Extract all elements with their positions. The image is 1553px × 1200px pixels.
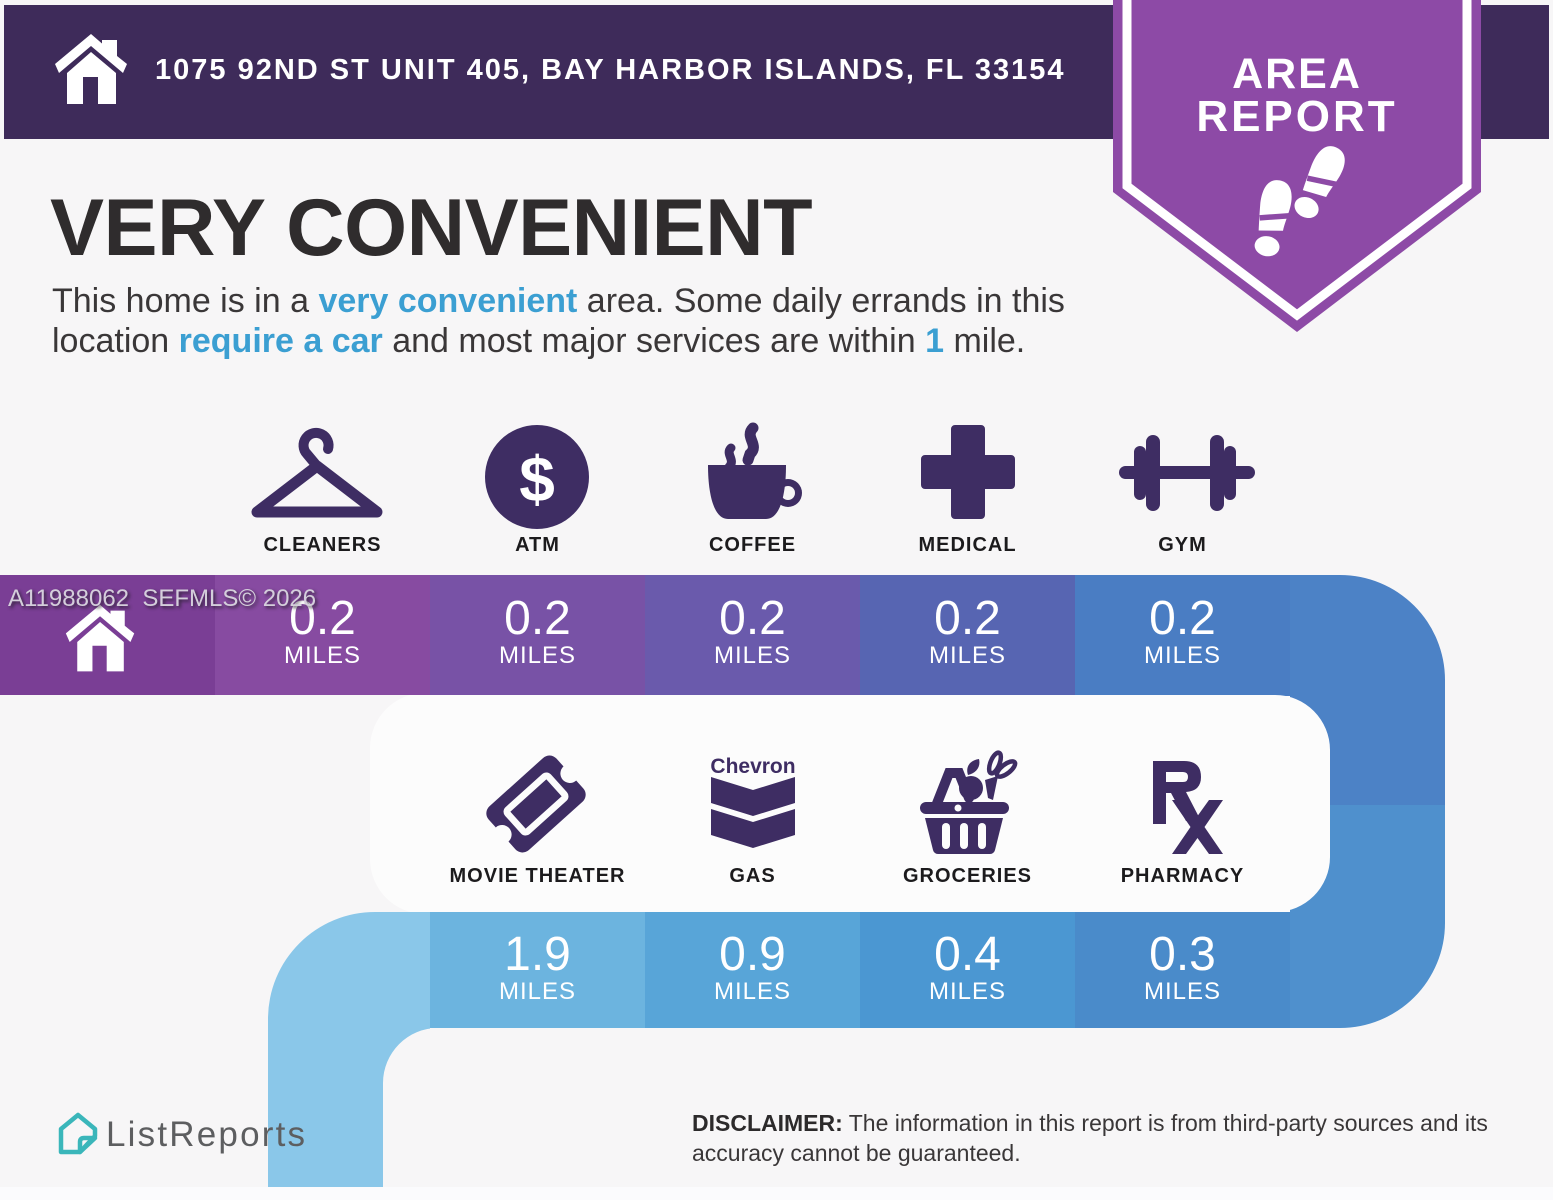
svg-text:$: $ <box>519 443 555 515</box>
svg-text:REPORT: REPORT <box>1196 92 1397 141</box>
svg-text:Chevron: Chevron <box>710 755 795 778</box>
svg-text:AREA: AREA <box>1232 50 1362 98</box>
